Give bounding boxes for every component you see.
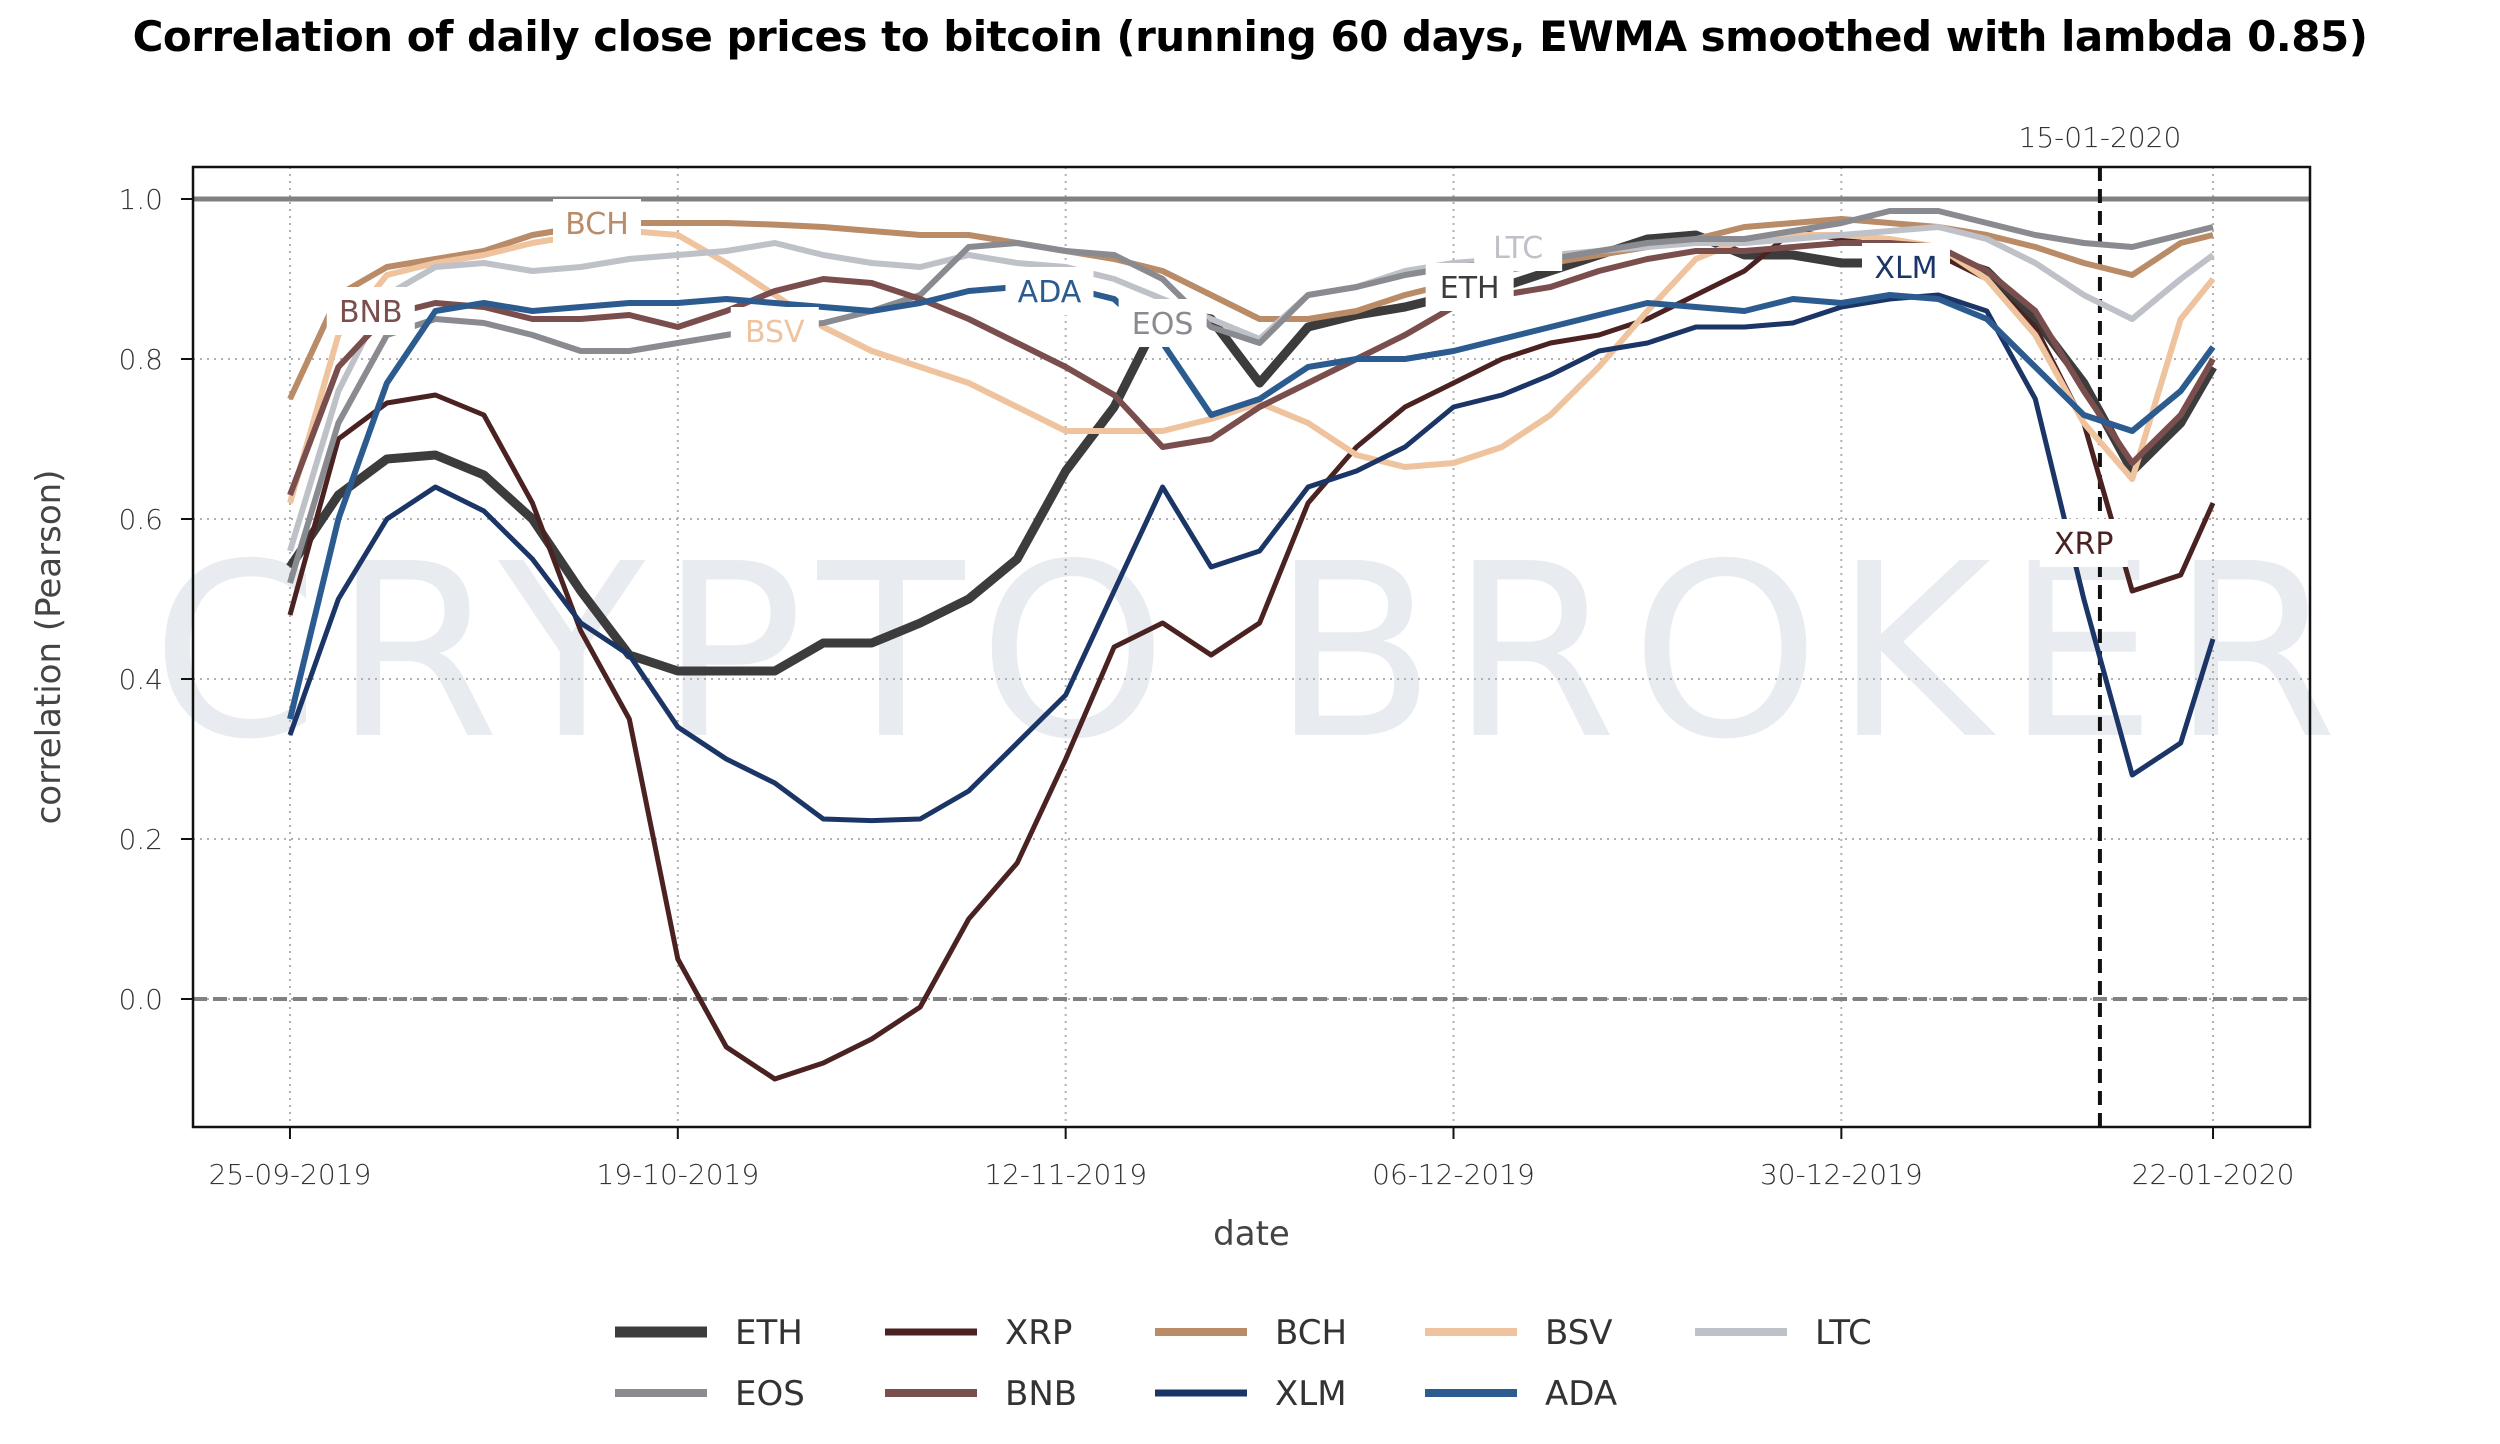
legend-item-xrp: XRP: [885, 1313, 1072, 1353]
legend-item-bnb: BNB: [885, 1374, 1077, 1414]
plot-frame: [191, 165, 2312, 1129]
x-tick-label: 19-10-2019: [596, 1158, 759, 1191]
legend-label: XRP: [1005, 1313, 1072, 1353]
series-label-bg: [730, 307, 819, 355]
legend-item-bsv: BSV: [1425, 1313, 1613, 1353]
series-label-bnb: BNB: [339, 295, 403, 330]
series-label-bg: [553, 199, 642, 247]
series-line-eos: [287, 208, 2214, 584]
legend-item-bch: BCH: [1155, 1313, 1347, 1353]
legend-item-ada: ADA: [1425, 1374, 1617, 1414]
series-label-eos: EOS: [1132, 307, 1194, 342]
reference-line-label: 15-01-2020: [2019, 121, 2182, 154]
series-line-ada: [287, 284, 2216, 720]
series-label-bg: [2039, 519, 2128, 567]
legend-label: EOS: [735, 1374, 805, 1414]
legend-label: LTC: [1815, 1313, 1872, 1353]
y-axis-label: correlation (Pearson): [29, 470, 69, 825]
series-label-bch: BCH: [565, 207, 629, 242]
y-tick-label: 0.0: [118, 983, 163, 1016]
watermark-text: CRYPTO BROKER: [151, 512, 2351, 792]
x-tick-label: 06-12-2019: [1372, 1158, 1535, 1191]
legend-label: BCH: [1275, 1313, 1347, 1353]
x-tick-label: 25-09-2019: [209, 1158, 372, 1191]
y-tick-label: 0.2: [118, 823, 163, 856]
watermark: CRYPTO BROKER: [151, 512, 2351, 792]
legend-item-eth: ETH: [615, 1313, 803, 1353]
legend-item-ltc: LTC: [1695, 1313, 1872, 1353]
series-label-bg: [1118, 299, 1207, 347]
y-tick-label: 0.4: [118, 663, 163, 696]
chart-title: Correlation of daily close prices to bit…: [132, 12, 2368, 61]
series-label-ada: ADA: [1018, 275, 1082, 310]
legend-label: ADA: [1545, 1374, 1617, 1414]
legend-label: XLM: [1275, 1374, 1347, 1414]
y-tick-label: 1.0: [118, 183, 163, 216]
legend-label: BNB: [1005, 1374, 1077, 1414]
series-label-eth: ETH: [1440, 271, 1500, 306]
axes: [181, 165, 2312, 1139]
x-tick-label: 22-01-2020: [2132, 1158, 2295, 1191]
series-labels: ETH XRP BCH BSV LTC EOS BNB XLM ADA: [326, 199, 2128, 567]
series-label-xlm: XLM: [1874, 251, 1937, 286]
series-label-bg: [326, 287, 415, 335]
x-tick-label: 30-12-2019: [1760, 1158, 1923, 1191]
y-tick-label: 0.6: [118, 503, 163, 536]
tick-labels: 25-09-2019 19-10-2019 12-11-2019 06-12-2019…: [118, 183, 2294, 1191]
legend: ETH XRP BCH BSV LTC EOS BNB XLM ADA: [615, 1313, 1872, 1414]
series-label-bg: [1005, 267, 1094, 315]
x-axis-label: date: [1213, 1214, 1290, 1254]
x-tick-label: 12-11-2019: [984, 1158, 1147, 1191]
legend-label: ETH: [735, 1313, 803, 1353]
legend-item-eos: EOS: [615, 1374, 805, 1414]
series-label-bg: [1861, 243, 1950, 291]
legend-label: BSV: [1545, 1313, 1613, 1353]
y-tick-label: 0.8: [118, 343, 163, 376]
series-label-xrp: XRP: [2054, 527, 2114, 562]
legend-item-xlm: XLM: [1155, 1374, 1347, 1414]
series-label-bsv: BSV: [745, 315, 805, 350]
series-label-ltc: LTC: [1493, 231, 1543, 266]
reference-lines: 15-01-2020: [193, 121, 2310, 1127]
series-label-bg: [1474, 223, 1563, 271]
